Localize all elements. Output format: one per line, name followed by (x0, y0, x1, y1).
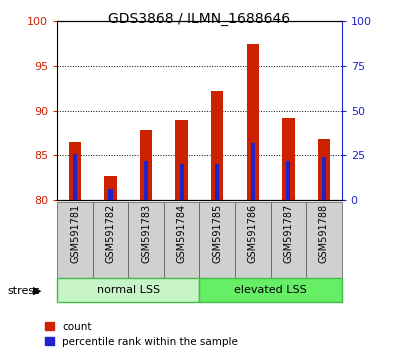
Bar (57, 202, 93, 278)
Bar (215, 164, 219, 200)
Bar (235, 202, 271, 278)
Text: GSM591786: GSM591786 (248, 204, 258, 263)
Bar (175, 120, 188, 200)
Bar (109, 189, 113, 200)
Bar (144, 161, 148, 200)
Text: elevated LSS: elevated LSS (234, 285, 307, 295)
Bar (140, 130, 152, 200)
Text: GSM591788: GSM591788 (319, 204, 329, 263)
Bar (251, 143, 255, 200)
Text: GSM591784: GSM591784 (177, 204, 187, 263)
Bar (306, 202, 342, 278)
Bar (211, 91, 224, 200)
Bar (199, 202, 235, 278)
Bar (73, 154, 77, 200)
Bar (180, 164, 184, 200)
Text: GSM591781: GSM591781 (70, 204, 80, 263)
Bar (69, 142, 81, 200)
Text: normal LSS: normal LSS (97, 285, 160, 295)
Text: GDS3868 / ILMN_1688646: GDS3868 / ILMN_1688646 (108, 12, 291, 27)
Bar (271, 202, 306, 278)
Text: ▶: ▶ (32, 286, 41, 296)
Bar (199, 278, 342, 302)
Text: stress: stress (8, 286, 41, 296)
Text: GSM591783: GSM591783 (141, 204, 151, 263)
Bar (322, 157, 326, 200)
Bar (164, 202, 199, 278)
Bar (128, 202, 164, 278)
Bar (282, 118, 295, 200)
Text: GSM591787: GSM591787 (283, 204, 293, 263)
Bar (104, 176, 117, 200)
Bar (286, 161, 290, 200)
Bar (93, 202, 128, 278)
Text: GSM591785: GSM591785 (212, 204, 222, 263)
Bar (246, 45, 259, 200)
Text: GSM591782: GSM591782 (105, 204, 116, 263)
Bar (57, 278, 199, 302)
Legend: count, percentile rank within the sample: count, percentile rank within the sample (45, 322, 238, 347)
Bar (318, 139, 330, 200)
